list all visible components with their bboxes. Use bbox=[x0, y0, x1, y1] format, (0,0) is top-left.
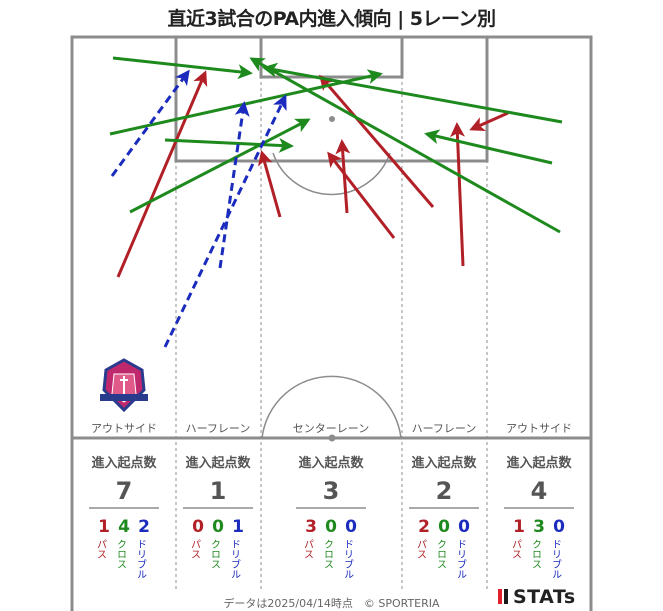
cross-arrow bbox=[129, 118, 311, 214]
pass-count: 1 bbox=[513, 517, 525, 537]
pass-label: パス bbox=[510, 539, 522, 559]
team-crest-icon bbox=[100, 358, 148, 413]
center-circle bbox=[261, 375, 402, 439]
dribble-arrow bbox=[163, 94, 287, 348]
cross-arrow bbox=[112, 56, 253, 80]
cross-label: クロス bbox=[209, 539, 220, 569]
pass-count: 3 bbox=[305, 517, 317, 537]
cross-arrow bbox=[262, 62, 563, 124]
pass-arrow bbox=[327, 151, 396, 239]
dribble-label: ドリブル bbox=[342, 539, 354, 579]
pass-count: 0 bbox=[192, 517, 204, 537]
dribble-count: 0 bbox=[553, 517, 565, 537]
dribble-label: ドリブル bbox=[550, 539, 562, 579]
brand-mark-icon bbox=[498, 589, 502, 604]
footer-note: データは2025/04/14時点 © SPORTERIA bbox=[223, 597, 440, 610]
pass-arrow bbox=[450, 122, 466, 267]
stat-header: 進入起点数 bbox=[506, 455, 572, 471]
pass-label: パス bbox=[415, 539, 427, 559]
entry-total: 1 bbox=[210, 477, 227, 505]
stat-header: 進入起点数 bbox=[411, 455, 477, 471]
penalty-spot bbox=[329, 116, 335, 122]
dribble-count: 0 bbox=[458, 517, 470, 537]
pass-arrow bbox=[116, 70, 208, 278]
pass-label: パス bbox=[189, 539, 201, 559]
dribble-label: ドリブル bbox=[455, 539, 467, 579]
dribble-count: 1 bbox=[232, 517, 244, 537]
stat-header: 進入起点数 bbox=[91, 455, 157, 471]
cross-count: 3 bbox=[533, 517, 545, 537]
cross-label: クロス bbox=[115, 539, 126, 569]
stat-header: 進入起点数 bbox=[298, 455, 364, 471]
dribble-count: 0 bbox=[345, 517, 357, 537]
dribble-arrow bbox=[110, 69, 190, 177]
lane-dividers bbox=[175, 40, 488, 590]
cross-arrow bbox=[164, 137, 294, 153]
entry-total: 2 bbox=[436, 477, 453, 505]
brand-logo: STATs bbox=[498, 586, 576, 608]
pass-arrow bbox=[258, 150, 282, 218]
stat-header: 進入起点数 bbox=[185, 455, 251, 471]
pass-count: 1 bbox=[98, 517, 110, 537]
lane-label: アウトサイド bbox=[91, 422, 157, 435]
cross-count: 0 bbox=[438, 517, 450, 537]
penalty-arc bbox=[272, 152, 391, 196]
cross-label: クロス bbox=[435, 539, 446, 569]
dribble-label: ドリブル bbox=[229, 539, 241, 579]
cross-arrow bbox=[424, 129, 553, 165]
entry-total: 3 bbox=[323, 477, 340, 505]
pass-arrow bbox=[319, 74, 435, 208]
pass-arrow bbox=[335, 139, 351, 214]
dribble-label: ドリブル bbox=[135, 539, 147, 579]
lane-stats: 進入起点数71パス4クロス2ドリブル進入起点数10パス0クロス1ドリブル進入起点… bbox=[89, 455, 574, 579]
pass-label: パス bbox=[95, 539, 107, 559]
arrow-layer bbox=[109, 56, 563, 348]
lane-label: ハーフレーン bbox=[412, 422, 477, 435]
entry-total: 7 bbox=[116, 477, 133, 505]
cross-count: 4 bbox=[118, 517, 130, 537]
cross-arrow bbox=[249, 57, 561, 234]
lane-labels: アウトサイド ハーフレーン センターレーン ハーフレーン アウトサイド bbox=[91, 422, 572, 435]
pass-label: パス bbox=[302, 539, 314, 559]
center-spot bbox=[328, 434, 336, 442]
chart-title: 直近3試合のPA内進入傾向 | 5レーン別 bbox=[167, 8, 496, 30]
brand-name: STATs bbox=[513, 586, 576, 608]
dribble-arrow bbox=[218, 101, 250, 269]
entry-total: 4 bbox=[531, 477, 548, 505]
cross-count: 0 bbox=[212, 517, 224, 537]
dribble-count: 2 bbox=[138, 517, 150, 537]
lane-label: センターレーン bbox=[293, 422, 369, 435]
pass-count: 2 bbox=[418, 517, 430, 537]
lane-label: ハーフレーン bbox=[186, 422, 251, 435]
cross-label: クロス bbox=[530, 539, 541, 569]
pass-arrow bbox=[469, 111, 509, 131]
cross-count: 0 bbox=[325, 517, 337, 537]
brand-mark-icon bbox=[504, 589, 508, 604]
cross-label: クロス bbox=[322, 539, 333, 569]
lane-label: アウトサイド bbox=[506, 422, 572, 435]
